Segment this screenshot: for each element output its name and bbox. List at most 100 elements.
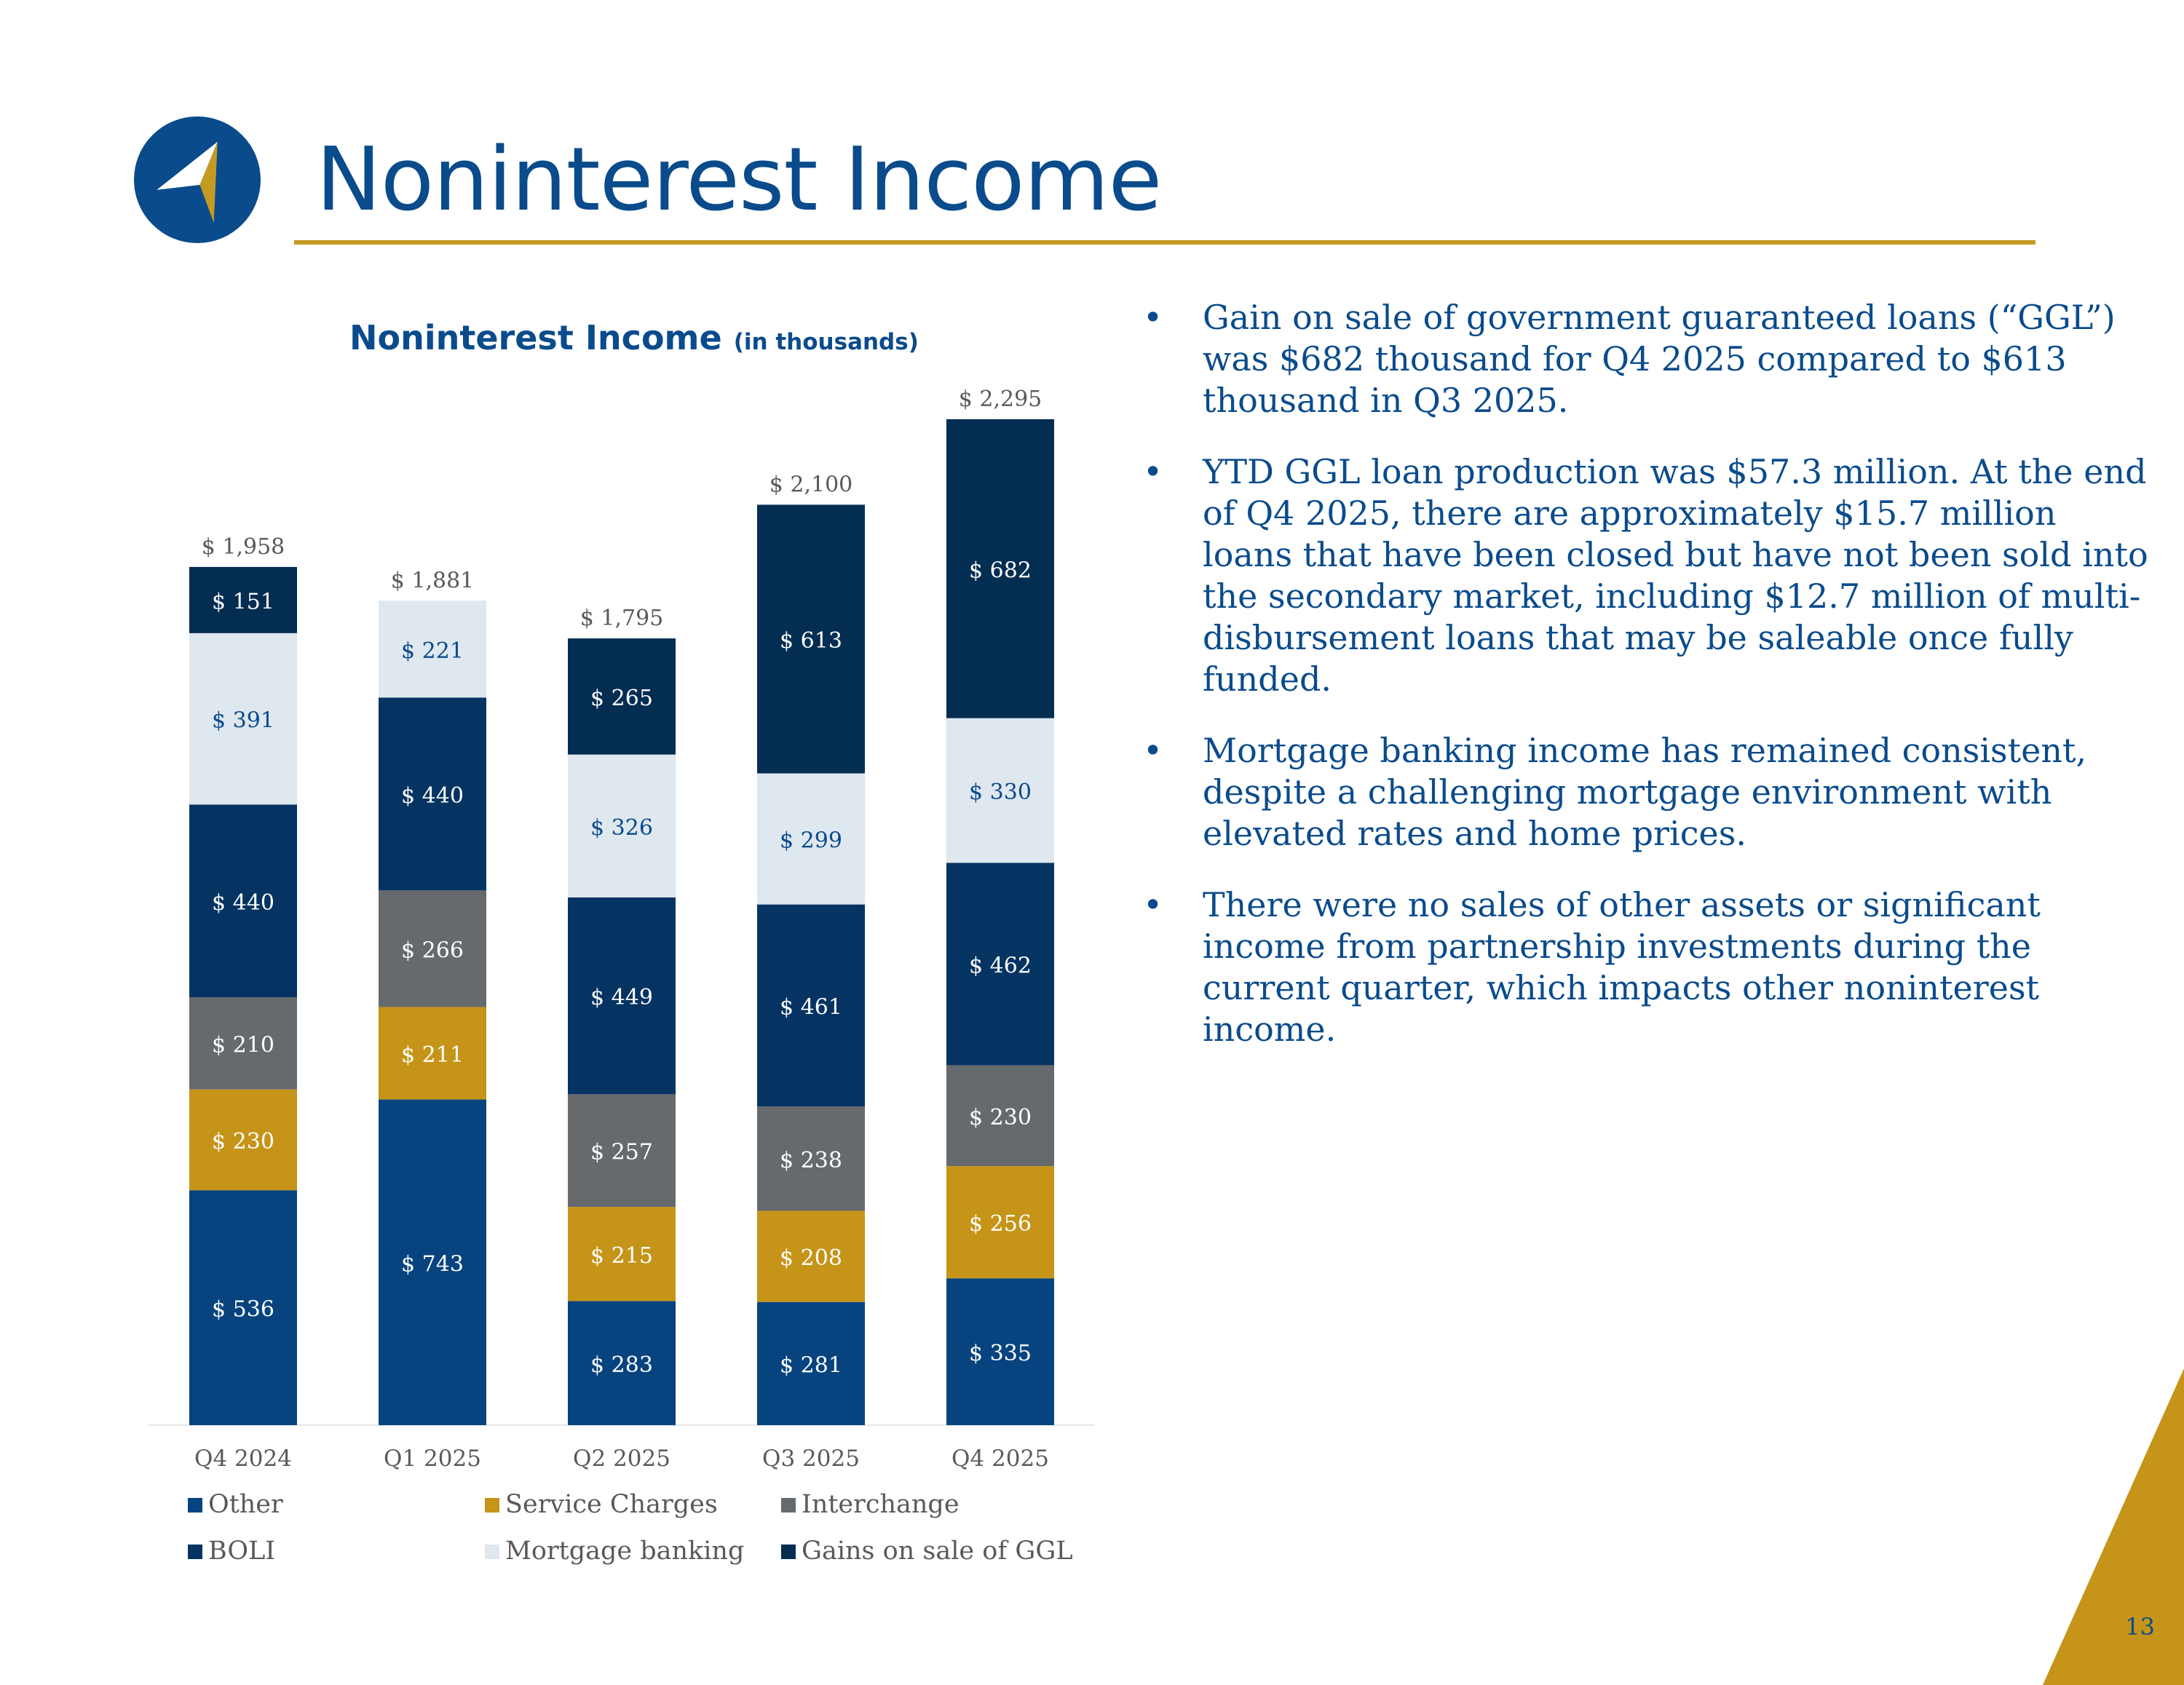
bar-value-label: $ 330 bbox=[969, 780, 1032, 805]
legend-label: BOLI bbox=[208, 1537, 275, 1566]
x-tick-label: Q4 2024 bbox=[194, 1446, 292, 1472]
bar-segment bbox=[946, 1065, 1054, 1167]
legend-swatch bbox=[781, 1545, 796, 1559]
bar-value-label: $ 391 bbox=[212, 708, 274, 734]
bar-value-label: $ 238 bbox=[780, 1148, 842, 1173]
bar-segment bbox=[568, 1207, 676, 1301]
bar-segment bbox=[946, 718, 1054, 863]
legend-swatch bbox=[188, 1498, 202, 1512]
bullet-dot: • bbox=[1143, 731, 1163, 770]
bar-total-label: $ 1,795 bbox=[580, 606, 664, 631]
bar-segment bbox=[757, 773, 865, 905]
legend-label: Mortgage banking bbox=[505, 1537, 744, 1566]
bullet-text: Mortgage banking income has remained con… bbox=[1203, 731, 2087, 853]
chart-title-main: Noninterest Income bbox=[349, 318, 722, 357]
legend-swatch bbox=[188, 1545, 202, 1559]
bullet-list: • Gain on sale of government guaranteed l… bbox=[1143, 297, 2155, 1080]
bar-value-label: $ 230 bbox=[969, 1105, 1032, 1130]
bar-segment bbox=[757, 1106, 865, 1211]
x-tick-label: Q1 2025 bbox=[384, 1446, 481, 1472]
bar-segment bbox=[568, 1301, 676, 1425]
bar-value-label: $ 265 bbox=[590, 686, 653, 711]
bar-segment bbox=[946, 419, 1054, 718]
bar-total-label: $ 2,100 bbox=[769, 472, 853, 497]
title-underline bbox=[294, 240, 2035, 245]
bullet-item: • There were no sales of other assets or … bbox=[1143, 884, 2155, 1050]
bar-segment bbox=[946, 1278, 1054, 1425]
bar-value-label: $ 743 bbox=[401, 1251, 464, 1277]
x-tick-label: Q4 2025 bbox=[951, 1446, 1049, 1472]
bar-value-label: $ 536 bbox=[212, 1297, 274, 1323]
x-tick-label: Q2 2025 bbox=[573, 1446, 670, 1472]
bar-segment bbox=[189, 804, 297, 998]
bar-segment bbox=[568, 1094, 676, 1208]
legend-label: Gains on sale of GGL bbox=[802, 1537, 1073, 1566]
bar-value-label: $ 682 bbox=[969, 558, 1032, 583]
bar-segment bbox=[189, 633, 297, 805]
bar-value-label: $ 281 bbox=[780, 1352, 842, 1378]
stacked-bar-chart: $ 536 $ 230 $ 210 $ 440 $ 391 $ 151 $ 1,958 Q4 … bbox=[149, 386, 1095, 1566]
bar-value-label: $ 230 bbox=[212, 1129, 274, 1154]
compass-arrow-logo-icon bbox=[134, 116, 261, 243]
bar-value-label: $ 221 bbox=[401, 638, 464, 664]
bullet-dot: • bbox=[1143, 298, 1163, 337]
legend-swatch bbox=[781, 1498, 796, 1512]
bar-segment bbox=[379, 697, 486, 891]
chart-title: Noninterest Income (in thousands) bbox=[349, 316, 919, 364]
bar-value-label: $ 215 bbox=[590, 1243, 653, 1269]
bar-value-label: $ 461 bbox=[780, 994, 842, 1020]
bar-value-label: $ 210 bbox=[212, 1033, 274, 1058]
bar-value-label: $ 283 bbox=[590, 1352, 653, 1378]
bar-segment bbox=[189, 1190, 297, 1425]
bar-value-label: $ 299 bbox=[780, 828, 842, 854]
bar-segment bbox=[568, 638, 676, 755]
bar-value-label: $ 257 bbox=[590, 1140, 653, 1165]
bar-value-label: $ 256 bbox=[969, 1211, 1032, 1237]
legend-label: Service Charges bbox=[505, 1490, 718, 1519]
bar-segment bbox=[568, 754, 676, 897]
legend-label: Other bbox=[208, 1490, 283, 1519]
bullet-dot: • bbox=[1143, 452, 1163, 491]
bar-total-label: $ 2,295 bbox=[959, 386, 1042, 412]
bullet-item: • Mortgage banking income has remained co… bbox=[1143, 730, 2155, 855]
bar-segment bbox=[946, 863, 1054, 1066]
bar-segment bbox=[379, 1007, 486, 1100]
bar-segment bbox=[757, 1301, 865, 1425]
bar-segment bbox=[379, 1099, 486, 1425]
bar-value-label: $ 613 bbox=[780, 628, 842, 654]
bar-segment bbox=[189, 997, 297, 1090]
bar-total-label: $ 1,958 bbox=[202, 534, 285, 560]
bar-value-label: $ 462 bbox=[969, 953, 1032, 979]
bar-segment bbox=[189, 1089, 297, 1191]
bar-total-label: $ 1,881 bbox=[391, 568, 475, 593]
bar-segment bbox=[757, 504, 865, 774]
bullet-dot: • bbox=[1143, 885, 1163, 924]
bar-value-label: $ 440 bbox=[401, 783, 464, 809]
bar-segment bbox=[379, 600, 486, 698]
bullet-item: • YTD GGL loan production was $57.3 milli… bbox=[1143, 451, 2155, 700]
bar-value-label: $ 208 bbox=[780, 1245, 842, 1271]
chart-title-sub: (in thousands) bbox=[733, 329, 919, 355]
bar-segment bbox=[379, 890, 486, 1007]
bar-segment bbox=[946, 1166, 1054, 1279]
x-tick-label: Q3 2025 bbox=[762, 1446, 860, 1472]
legend-swatch bbox=[485, 1545, 499, 1559]
bar-segment bbox=[189, 566, 297, 633]
bar-segment bbox=[757, 1210, 865, 1302]
bar-segment bbox=[568, 897, 676, 1095]
bar-value-label: $ 440 bbox=[212, 890, 274, 916]
bar-segment bbox=[757, 904, 865, 1107]
bar-value-label: $ 211 bbox=[401, 1042, 464, 1068]
bullet-text: Gain on sale of government guaranteed lo… bbox=[1203, 298, 2116, 420]
bar-value-label: $ 326 bbox=[590, 815, 653, 841]
bar-value-label: $ 449 bbox=[590, 985, 653, 1010]
legend-label: Interchange bbox=[802, 1490, 960, 1519]
bar-value-label: $ 266 bbox=[401, 937, 464, 963]
bar-value-label: $ 335 bbox=[969, 1341, 1032, 1366]
page-number: 13 bbox=[2125, 1613, 2155, 1641]
bar-value-label: $ 151 bbox=[212, 589, 274, 614]
bullet-text: YTD GGL loan production was $57.3 millio… bbox=[1203, 452, 2148, 699]
bullet-text: There were no sales of other assets or s… bbox=[1203, 885, 2041, 1049]
legend-swatch bbox=[485, 1498, 499, 1512]
bullet-item: • Gain on sale of government guaranteed l… bbox=[1143, 297, 2155, 421]
